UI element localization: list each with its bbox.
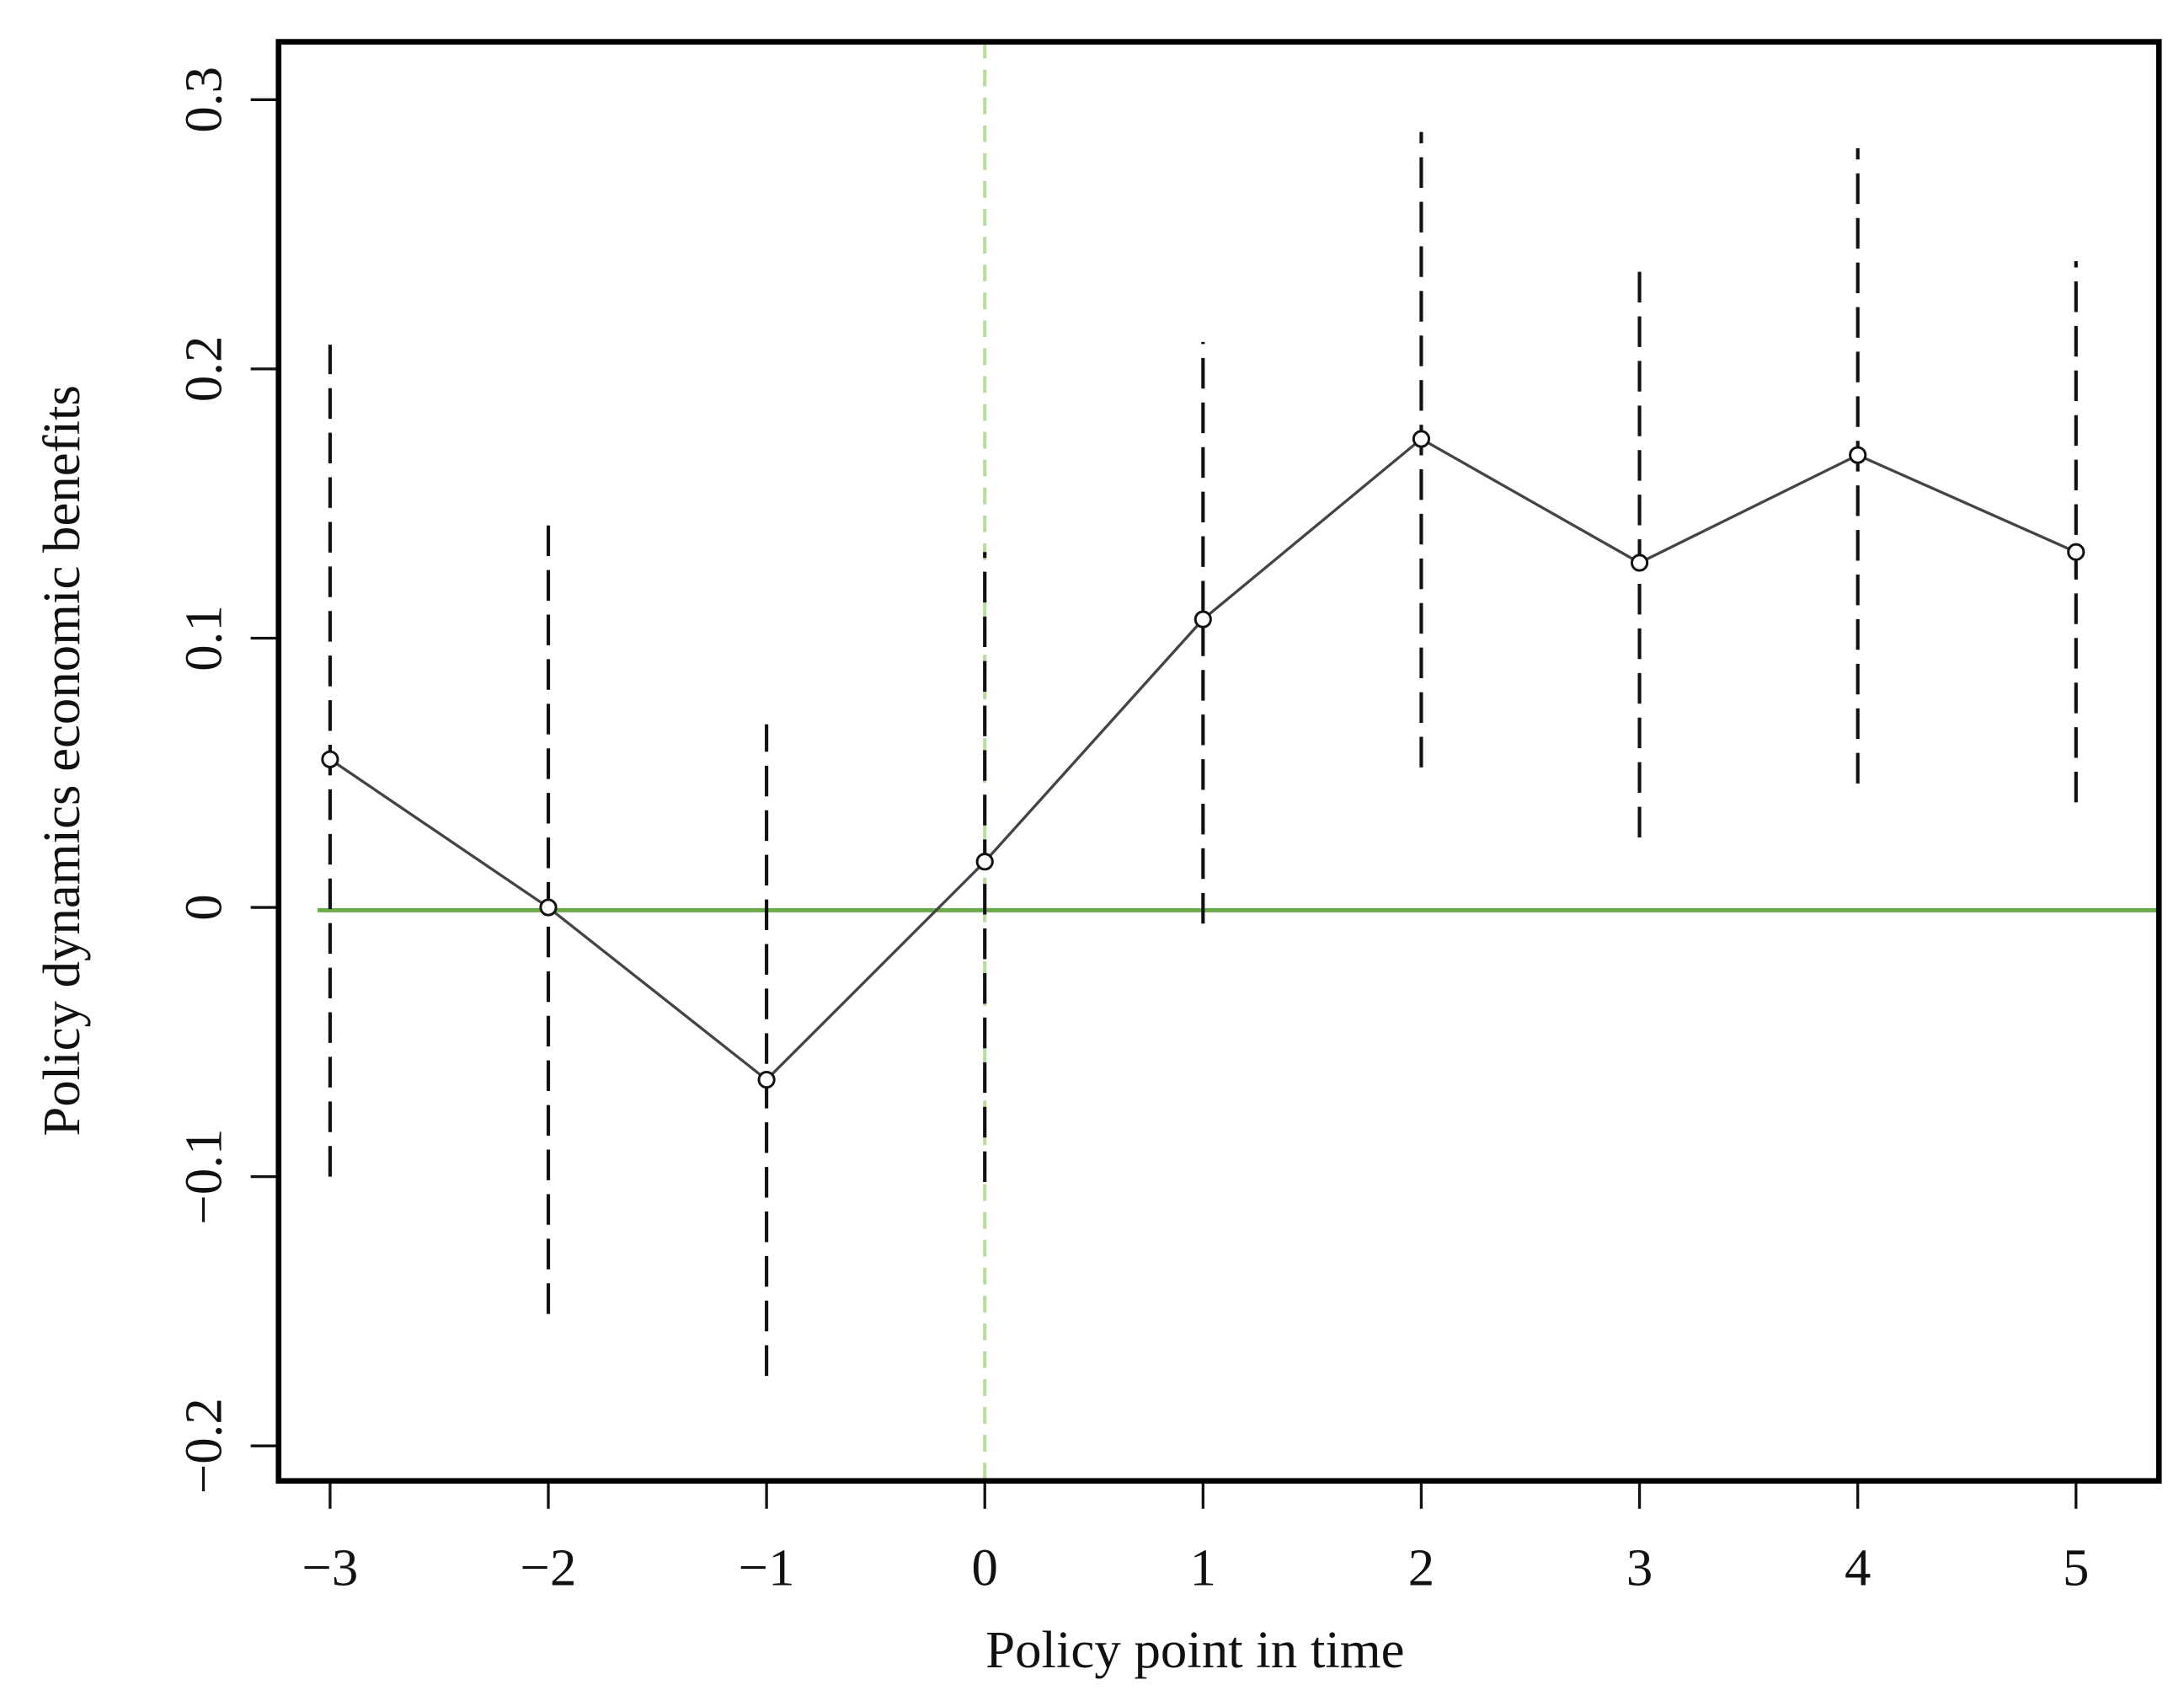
x-tick-label: 3 <box>1626 1538 1653 1597</box>
point <box>1193 610 1212 629</box>
point <box>757 1070 776 1089</box>
x-tick-label: 2 <box>1408 1538 1434 1597</box>
plot-frame <box>275 39 2162 1484</box>
point <box>975 853 994 871</box>
y-axis-label: Policy dynamics economic benefits <box>32 385 91 1137</box>
x-tick-label: 1 <box>1190 1538 1216 1597</box>
point <box>539 898 558 917</box>
x-tick-label: −2 <box>521 1538 577 1597</box>
x-tick-label: 0 <box>972 1538 998 1597</box>
y-tick-label: −0.1 <box>174 1129 232 1225</box>
x-tick-label: −3 <box>302 1538 358 1597</box>
point <box>2067 543 2085 561</box>
x-tick-label: 4 <box>1845 1538 1871 1597</box>
point <box>1630 554 1649 572</box>
y-tick-label: 0.3 <box>174 67 232 133</box>
x-axis-label: Policy point in time <box>985 1620 1404 1679</box>
x-tick-label: 5 <box>2063 1538 2089 1597</box>
y-tick-label: −0.2 <box>174 1398 232 1494</box>
point <box>321 750 339 768</box>
point <box>1849 446 1867 464</box>
y-tick-label: 0.1 <box>174 605 232 671</box>
y-tick-label: 0 <box>174 894 232 920</box>
y-tick-label: 0.2 <box>174 336 232 403</box>
x-tick-label: −1 <box>739 1538 795 1597</box>
point <box>1412 430 1431 448</box>
